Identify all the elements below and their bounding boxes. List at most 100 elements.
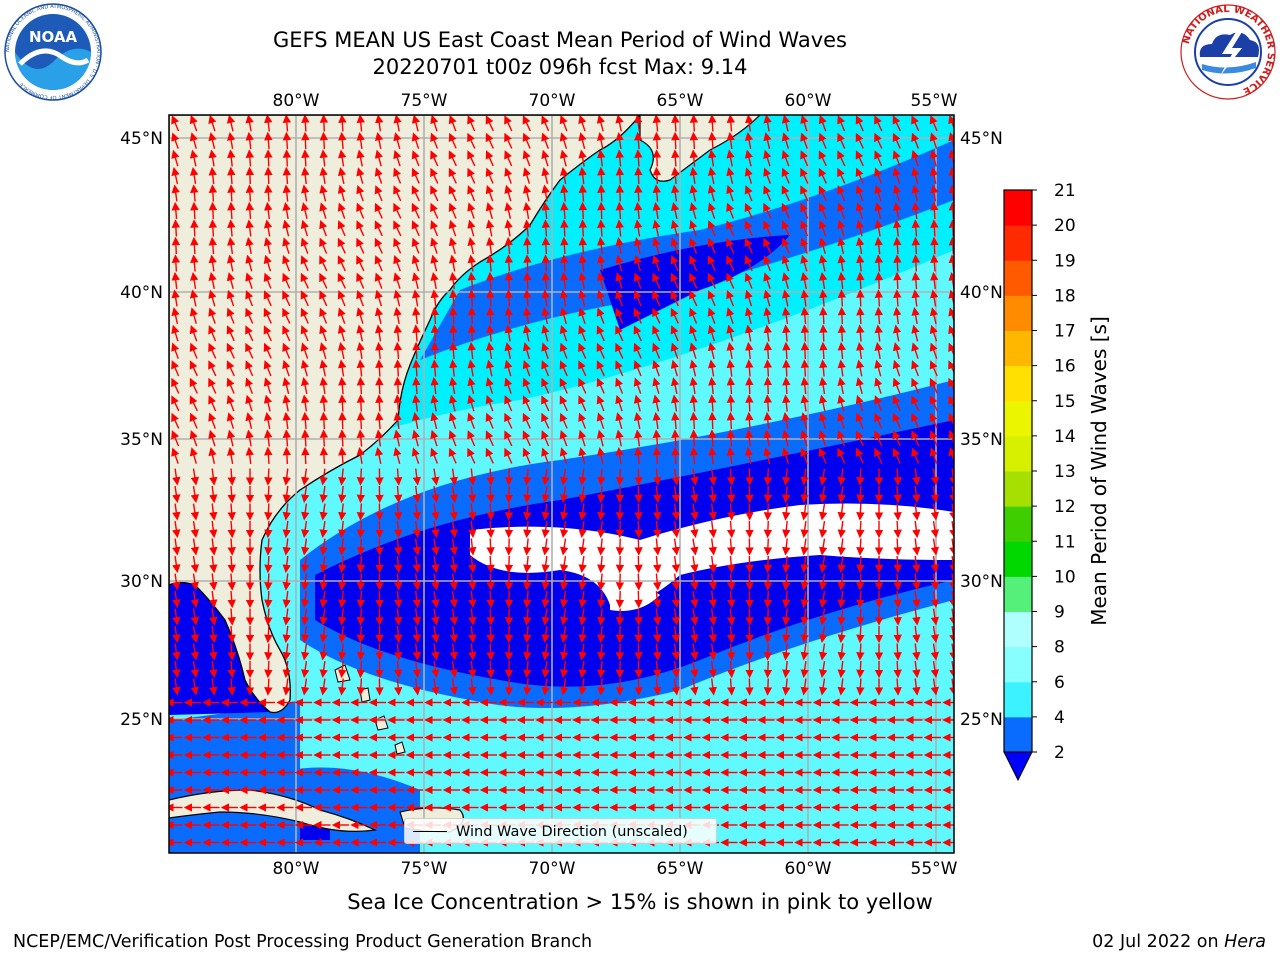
wave-direction-arrow: [522, 430, 531, 447]
wave-direction-arrow: [171, 219, 181, 237]
lon-label: 60°W: [785, 91, 832, 111]
wave-direction-arrow: [393, 202, 402, 219]
wave-direction-arrow: [541, 289, 550, 307]
map-title: GEFS MEAN US East Coast Mean Period of W…: [273, 28, 847, 52]
wave-direction-arrow: [171, 307, 180, 324]
wave-direction-arrow: [893, 660, 902, 679]
wave-direction-arrow: [171, 254, 181, 272]
wave-direction-arrow: [393, 115, 402, 132]
wave-direction-arrow: [893, 289, 902, 307]
wave-direction-arrow: [837, 237, 846, 254]
colorbar-tick-label: 14: [1054, 427, 1076, 447]
wave-direction-arrow: [338, 115, 347, 132]
noaa-logo-text: NOAA: [29, 28, 78, 46]
wave-direction-arrow: [689, 202, 698, 219]
wave-direction-arrow: [874, 132, 883, 149]
wave-direction-arrow: [264, 573, 273, 591]
wave-direction-arrow: [800, 185, 809, 202]
wave-direction-arrow: [726, 394, 736, 412]
wave-direction-arrow: [559, 342, 568, 359]
wave-direction-arrow: [356, 307, 365, 324]
wave-direction-arrow: [670, 290, 679, 307]
wave-direction-arrow: [319, 202, 328, 219]
wave-direction-arrow: [189, 289, 199, 307]
wave-direction-arrow: [319, 255, 328, 272]
wave-direction-arrow: [893, 468, 902, 486]
colorbar-label: Mean Period of Wind Waves [s]: [1087, 316, 1111, 626]
wave-direction-arrow: [892, 359, 901, 377]
wave-direction-arrow: [374, 131, 384, 150]
wave-direction-arrow: [467, 202, 476, 219]
wave-direction-arrow: [893, 219, 902, 237]
wave-direction-arrow: [911, 184, 920, 202]
wave-direction-arrow: [541, 149, 550, 167]
wave-direction-arrow: [263, 325, 272, 342]
wave-direction-arrow: [893, 643, 902, 661]
lat-label: 25°N: [960, 710, 1003, 730]
wave-direction-arrow: [745, 359, 754, 377]
wave-direction-arrow: [300, 290, 309, 307]
wave-direction-arrow: [264, 520, 273, 539]
wave-direction-arrow: [893, 520, 902, 539]
wave-direction-arrow: [430, 447, 439, 464]
wave-direction-arrow: [689, 411, 699, 430]
wave-direction-arrow: [652, 149, 662, 167]
wave-direction-arrow: [800, 202, 809, 219]
wave-direction-arrow: [781, 132, 790, 149]
wave-direction-arrow: [929, 342, 938, 359]
wave-direction-arrow: [467, 115, 476, 132]
wave-direction-arrow: [523, 289, 532, 307]
wave-direction-arrow: [818, 167, 827, 184]
wave-direction-arrow: [522, 395, 531, 412]
wave-direction-arrow: [300, 359, 309, 377]
wave-direction-arrow: [855, 184, 864, 202]
colorbar-swatch: [1004, 435, 1032, 472]
wave-direction-arrow: [596, 254, 606, 272]
wave-direction-arrow: [393, 590, 403, 609]
wave-direction-arrow: [689, 446, 699, 465]
wave-direction-arrow: [633, 360, 642, 377]
wave-direction-arrow: [763, 255, 772, 272]
colorbar-tick-label: 21: [1054, 181, 1076, 201]
wave-direction-arrow: [411, 447, 420, 464]
wave-direction-arrow: [578, 307, 587, 324]
wave-direction-arrow: [652, 115, 661, 132]
wave-direction-arrow: [412, 468, 421, 486]
lat-label: 35°N: [960, 430, 1003, 450]
colorbar-tick-label: 11: [1054, 532, 1076, 552]
colorbar-tick-label: 19: [1054, 251, 1076, 271]
wave-direction-arrow: [726, 520, 736, 539]
wave-direction-arrow: [596, 412, 605, 429]
wave-direction-arrow: [504, 254, 514, 272]
wave-direction-arrow: [411, 132, 420, 149]
wave-direction-arrow: [707, 202, 716, 219]
wave-direction-arrow: [726, 115, 736, 132]
wave-direction-arrow: [781, 429, 791, 447]
wave-direction-arrow: [467, 324, 477, 342]
wave-direction-arrow: [449, 359, 458, 377]
wave-direction-arrow: [393, 538, 403, 556]
wave-direction-arrow: [171, 289, 180, 307]
wave-direction-arrow: [559, 115, 568, 132]
wave-direction-arrow: [356, 289, 365, 307]
wave-direction-arrow: [930, 184, 939, 202]
wave-direction-arrow: [763, 289, 772, 307]
wave-direction-arrow: [430, 324, 440, 342]
wave-direction-arrow: [707, 184, 716, 202]
wave-direction-arrow: [837, 412, 846, 429]
wave-direction-arrow: [763, 643, 773, 661]
wave-direction-arrow: [393, 555, 403, 574]
wave-direction-arrow: [282, 131, 292, 150]
wave-direction-arrow: [763, 608, 773, 626]
wave-direction-arrow: [726, 255, 735, 272]
wave-direction-arrow: [374, 446, 384, 465]
wave-direction-arrow: [892, 447, 901, 464]
wave-direction-arrow: [744, 446, 754, 465]
colorbar-swatch: [1004, 260, 1032, 296]
wave-direction-arrow: [504, 447, 513, 464]
wave-direction-arrow: [855, 236, 865, 255]
wave-direction-arrow: [467, 289, 477, 307]
wave-direction-arrow: [911, 412, 920, 429]
wave-direction-arrow: [855, 377, 864, 394]
wave-direction-arrow: [800, 254, 809, 272]
